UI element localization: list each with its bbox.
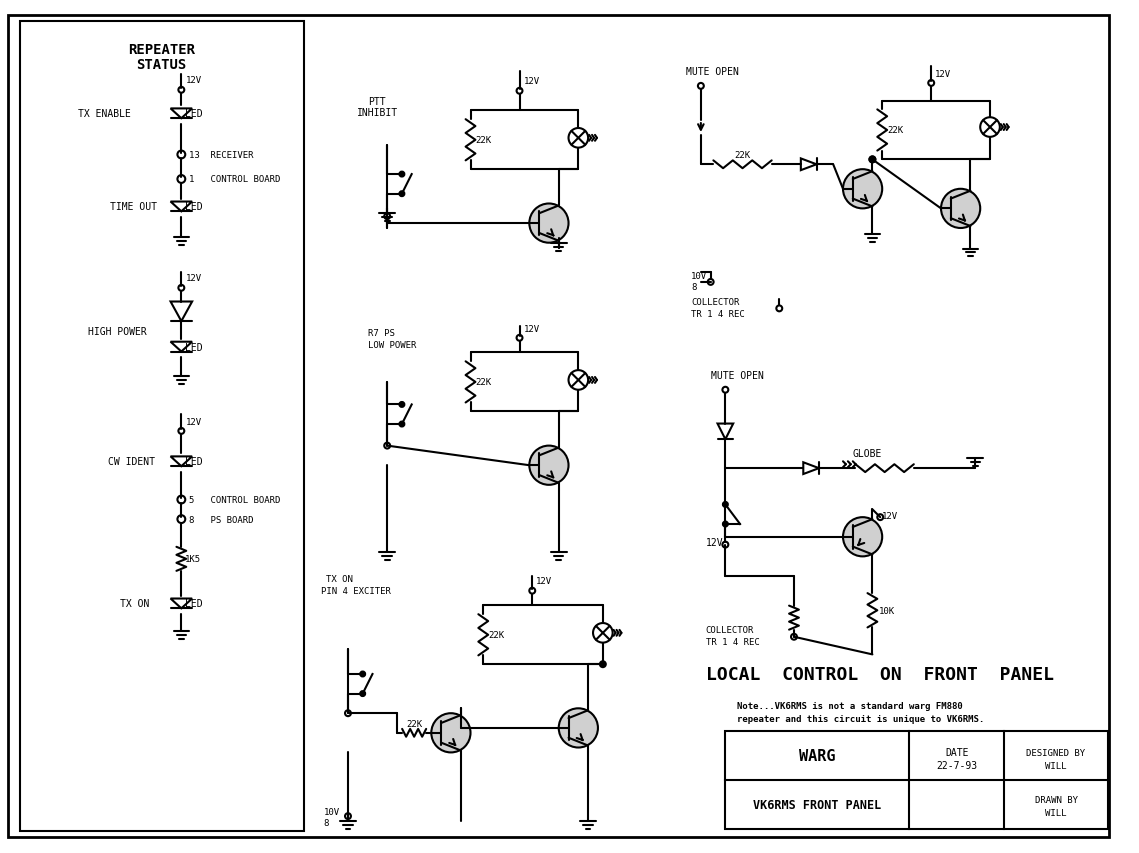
Text: 12V: 12V <box>524 78 540 86</box>
Circle shape <box>400 172 404 177</box>
Text: LOCAL  CONTROL  ON  FRONT  PANEL: LOCAL CONTROL ON FRONT PANEL <box>706 665 1054 683</box>
Circle shape <box>869 157 876 163</box>
Text: MUTE OPEN: MUTE OPEN <box>686 67 739 77</box>
Text: PTT: PTT <box>369 96 386 107</box>
Text: 12V: 12V <box>187 417 203 426</box>
Text: TR 1 4 REC: TR 1 4 REC <box>706 637 760 647</box>
Text: TX ON: TX ON <box>120 599 149 609</box>
Text: 8: 8 <box>323 819 329 827</box>
Text: DESIGNED BY: DESIGNED BY <box>1026 748 1085 757</box>
Text: CW IDENT: CW IDENT <box>108 456 155 467</box>
Circle shape <box>360 691 366 696</box>
Text: 12V: 12V <box>935 70 951 78</box>
Circle shape <box>530 446 568 485</box>
Text: 22K: 22K <box>407 719 423 728</box>
Circle shape <box>530 204 568 243</box>
Text: LED: LED <box>186 599 203 609</box>
Text: 22-7-93: 22-7-93 <box>936 760 977 770</box>
Text: 12V: 12V <box>187 77 203 85</box>
Circle shape <box>600 661 606 667</box>
Text: 10V: 10V <box>691 271 707 281</box>
Text: 13  RECEIVER: 13 RECEIVER <box>189 151 254 160</box>
Text: DRAWN BY: DRAWN BY <box>1034 795 1077 804</box>
Circle shape <box>723 502 728 508</box>
Text: REPEATER: REPEATER <box>129 43 195 56</box>
Text: 12V: 12V <box>524 325 540 334</box>
Text: COLLECTOR: COLLECTOR <box>706 625 754 635</box>
Text: GLOBE: GLOBE <box>853 449 883 459</box>
Text: WARG: WARG <box>798 748 835 763</box>
Circle shape <box>559 709 598 747</box>
Text: 12V: 12V <box>883 511 899 520</box>
Text: INHIBIT: INHIBIT <box>357 108 398 119</box>
Text: COLLECTOR: COLLECTOR <box>691 298 739 306</box>
Text: WILL: WILL <box>1046 761 1067 769</box>
Text: LED: LED <box>186 202 203 212</box>
Text: DATE: DATE <box>945 747 968 757</box>
Text: LOW POWER: LOW POWER <box>368 340 416 350</box>
Text: 12V: 12V <box>706 537 723 547</box>
Circle shape <box>400 422 404 427</box>
Text: repeater and this circuit is unique to VK6RMS.: repeater and this circuit is unique to V… <box>737 714 984 722</box>
Text: 1   CONTROL BOARD: 1 CONTROL BOARD <box>189 175 280 184</box>
Circle shape <box>400 192 404 197</box>
Circle shape <box>723 522 728 527</box>
Text: 12V: 12V <box>536 577 552 586</box>
Text: STATUS: STATUS <box>137 58 187 73</box>
Text: 10V: 10V <box>323 807 339 815</box>
Text: MUTE OPEN: MUTE OPEN <box>711 370 763 380</box>
Text: 1K5: 1K5 <box>185 554 202 564</box>
Text: 10K: 10K <box>879 606 895 615</box>
Text: 22K: 22K <box>887 126 903 136</box>
Text: 22K: 22K <box>487 630 505 640</box>
Text: TIME OUT: TIME OUT <box>109 202 157 212</box>
Text: LED: LED <box>186 109 203 119</box>
Text: 22K: 22K <box>475 136 491 145</box>
Text: LED: LED <box>186 456 203 467</box>
Circle shape <box>432 713 470 752</box>
Text: VK6RMS FRONT PANEL: VK6RMS FRONT PANEL <box>753 798 882 811</box>
Circle shape <box>843 170 883 209</box>
Circle shape <box>360 672 366 676</box>
Text: TX ON: TX ON <box>327 575 353 583</box>
Circle shape <box>843 518 883 557</box>
Circle shape <box>941 189 981 229</box>
Circle shape <box>400 403 404 408</box>
Text: HIGH POWER: HIGH POWER <box>88 327 147 337</box>
Text: 12V: 12V <box>187 274 203 283</box>
Text: PIN 4 EXCITER: PIN 4 EXCITER <box>320 587 391 595</box>
Text: 8: 8 <box>691 283 696 292</box>
Text: 8   PS BOARD: 8 PS BOARD <box>189 515 254 524</box>
Text: TR 1 4 REC: TR 1 4 REC <box>691 310 745 318</box>
Text: Note...VK6RMS is not a standard warg FM880: Note...VK6RMS is not a standard warg FM8… <box>737 701 962 710</box>
Text: 22K: 22K <box>735 151 751 160</box>
Circle shape <box>869 157 876 163</box>
Text: TX ENABLE: TX ENABLE <box>79 109 131 119</box>
Text: R7 PS: R7 PS <box>368 329 394 338</box>
Text: LED: LED <box>186 342 203 352</box>
Text: 5   CONTROL BOARD: 5 CONTROL BOARD <box>189 496 280 504</box>
Text: WILL: WILL <box>1046 808 1067 817</box>
Text: 22K: 22K <box>475 378 491 387</box>
